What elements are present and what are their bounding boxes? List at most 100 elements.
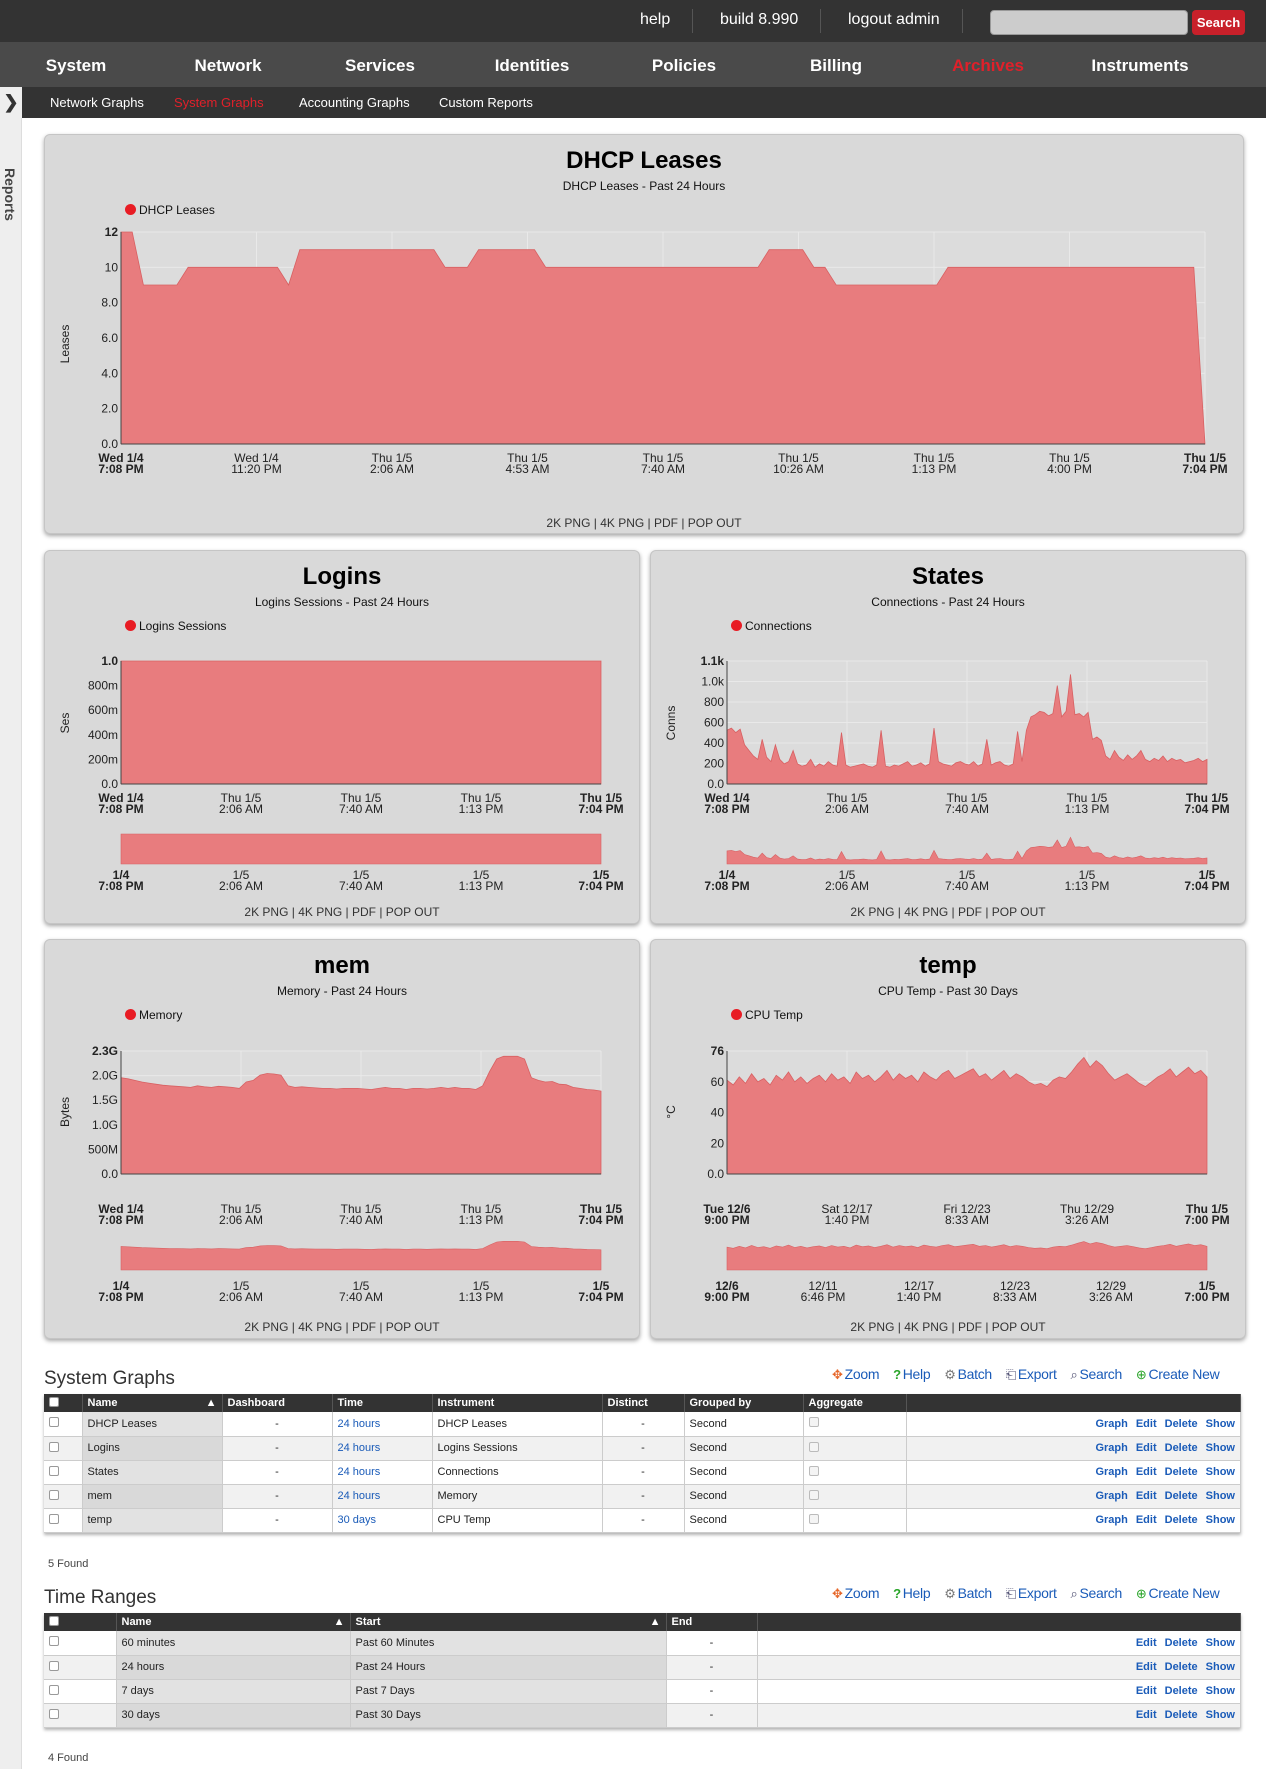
graph-export-links[interactable]: 2K PNG | 4K PNG | PDF | POP OUT [244, 905, 440, 919]
column-header[interactable]: Dashboard [222, 1394, 333, 1412]
column-header[interactable]: Name ▲ [82, 1394, 223, 1412]
show-link[interactable]: Show [1205, 1685, 1235, 1697]
search-button[interactable]: ⌕ Search [1070, 1366, 1122, 1382]
column-header[interactable]: Time [332, 1394, 433, 1412]
column-header[interactable]: End [666, 1613, 758, 1631]
logout-link[interactable]: logout admin [848, 11, 940, 28]
chart-legend[interactable]: DHCP Leases [125, 203, 215, 217]
chart-legend[interactable]: CPU Temp [731, 1008, 803, 1022]
show-link[interactable]: Show [1205, 1514, 1235, 1526]
aggregate-checkbox[interactable] [808, 1441, 819, 1452]
time-link[interactable]: 30 days [337, 1514, 377, 1526]
create-new-button[interactable]: ⊕ Create New [1135, 1585, 1220, 1601]
graph-export-links[interactable]: 2K PNG | 4K PNG | PDF | POP OUT [850, 905, 1046, 919]
nav-services[interactable]: Services [345, 56, 415, 75]
graph-export-links[interactable]: 2K PNG | 4K PNG | PDF | POP OUT [244, 1320, 440, 1334]
edit-link[interactable]: Edit [1135, 1417, 1157, 1430]
edit-link[interactable]: Edit [1135, 1466, 1157, 1478]
reports-side-tab[interactable]: Reports [2, 168, 18, 221]
zoom-button[interactable]: ✥ Zoom [832, 1366, 880, 1382]
help-button[interactable]: ? Help [893, 1585, 931, 1601]
table-row[interactable]: Logins -24 hours Logins Sessions - Second Gra… [44, 1436, 1241, 1461]
edit-link[interactable]: Edit [1135, 1490, 1157, 1502]
table-row[interactable]: DHCP Leases -24 hours DHCP Leases - Second Gr… [44, 1412, 1241, 1437]
checkbox[interactable] [49, 1636, 59, 1647]
delete-link[interactable]: Delete [1164, 1466, 1198, 1478]
graph-link[interactable]: Graph [1095, 1442, 1128, 1454]
export-button[interactable]: ⎗ Export [1005, 1585, 1057, 1601]
nav-billing[interactable]: Billing [810, 56, 862, 75]
column-header[interactable]: Start ▲ [350, 1613, 667, 1631]
column-header[interactable]: Name ▲ [116, 1613, 351, 1631]
show-link[interactable]: Show [1205, 1417, 1235, 1430]
edit-link[interactable]: Edit [1135, 1685, 1157, 1697]
delete-link[interactable]: Delete [1164, 1417, 1198, 1430]
subnav-accounting-graphs[interactable]: Accounting Graphs [299, 95, 410, 110]
select-all-header[interactable] [44, 1394, 83, 1412]
column-header[interactable]: Distinct [602, 1394, 685, 1412]
nav-identities[interactable]: Identities [494, 56, 570, 75]
row-select[interactable] [44, 1631, 117, 1656]
graph-link[interactable]: Graph [1095, 1514, 1128, 1526]
row-select[interactable] [44, 1484, 83, 1509]
time-link[interactable]: 24 hours [337, 1442, 381, 1454]
row-select[interactable] [44, 1412, 83, 1437]
checkbox[interactable] [49, 1708, 59, 1719]
row-select[interactable] [44, 1655, 117, 1680]
delete-link[interactable]: Delete [1164, 1514, 1198, 1526]
delete-link[interactable]: Delete [1164, 1442, 1198, 1454]
nav-instruments[interactable]: Instruments [1091, 56, 1189, 75]
graph-export-links[interactable]: 2K PNG | 4K PNG | PDF | POP OUT [546, 516, 742, 530]
table-row[interactable]: 60 minutes Past 60 Minutes - Edit Delete Show [44, 1631, 1241, 1656]
batch-button[interactable]: ⚙ Batch [944, 1366, 992, 1382]
row-select[interactable] [44, 1436, 83, 1461]
delete-link[interactable]: Delete [1164, 1661, 1198, 1673]
column-header[interactable]: Instrument [432, 1394, 603, 1412]
table-row[interactable]: 24 hours Past 24 Hours - Edit Delete Show [44, 1655, 1241, 1680]
series-area[interactable] [726, 1056, 1208, 1175]
edit-link[interactable]: Edit [1135, 1709, 1157, 1721]
chevron-right-icon[interactable]: ❯ [0, 87, 22, 118]
show-link[interactable]: Show [1205, 1661, 1235, 1673]
subnav-network-graphs[interactable]: Network Graphs [50, 95, 144, 110]
help-link[interactable]: help [640, 11, 671, 28]
nav-policies[interactable]: Policies [651, 56, 717, 75]
subnav-system-graphs[interactable]: System Graphs [174, 95, 264, 110]
aggregate-checkbox[interactable] [808, 1489, 819, 1500]
select-all-header[interactable] [44, 1613, 117, 1631]
graph-link[interactable]: Graph [1095, 1490, 1128, 1502]
edit-link[interactable]: Edit [1135, 1442, 1157, 1454]
edit-link[interactable]: Edit [1135, 1661, 1157, 1673]
search-button[interactable]: ⌕ Search [1070, 1585, 1122, 1601]
delete-link[interactable]: Delete [1164, 1685, 1198, 1697]
series-area[interactable] [726, 674, 1208, 785]
show-link[interactable]: Show [1205, 1442, 1235, 1454]
checkbox[interactable] [49, 1684, 59, 1695]
checkbox[interactable] [49, 1489, 59, 1500]
export-button[interactable]: ⎗ Export [1005, 1366, 1057, 1382]
time-link[interactable]: 24 hours [337, 1466, 381, 1478]
checkbox[interactable] [49, 1441, 59, 1452]
show-link[interactable]: Show [1205, 1709, 1235, 1721]
checkbox[interactable] [49, 1465, 59, 1476]
checkbox[interactable] [49, 1417, 59, 1428]
create-new-button[interactable]: ⊕ Create New [1135, 1366, 1220, 1382]
edit-link[interactable]: Edit [1135, 1636, 1157, 1649]
column-header[interactable]: Grouped by [684, 1394, 804, 1412]
series-area[interactable] [120, 660, 602, 785]
batch-button[interactable]: ⚙ Batch [944, 1585, 992, 1601]
column-header[interactable]: Aggregate [803, 1394, 907, 1412]
chart-legend[interactable]: Memory [125, 1008, 182, 1022]
checkbox[interactable] [49, 1615, 59, 1626]
subnav-custom-reports[interactable]: Custom Reports [439, 95, 533, 110]
series-area[interactable] [120, 1055, 602, 1175]
show-link[interactable]: Show [1205, 1466, 1235, 1478]
chart-legend[interactable]: Connections [731, 619, 812, 633]
row-select[interactable] [44, 1703, 117, 1728]
aggregate-checkbox[interactable] [808, 1513, 819, 1524]
overview-area[interactable] [726, 836, 1208, 865]
